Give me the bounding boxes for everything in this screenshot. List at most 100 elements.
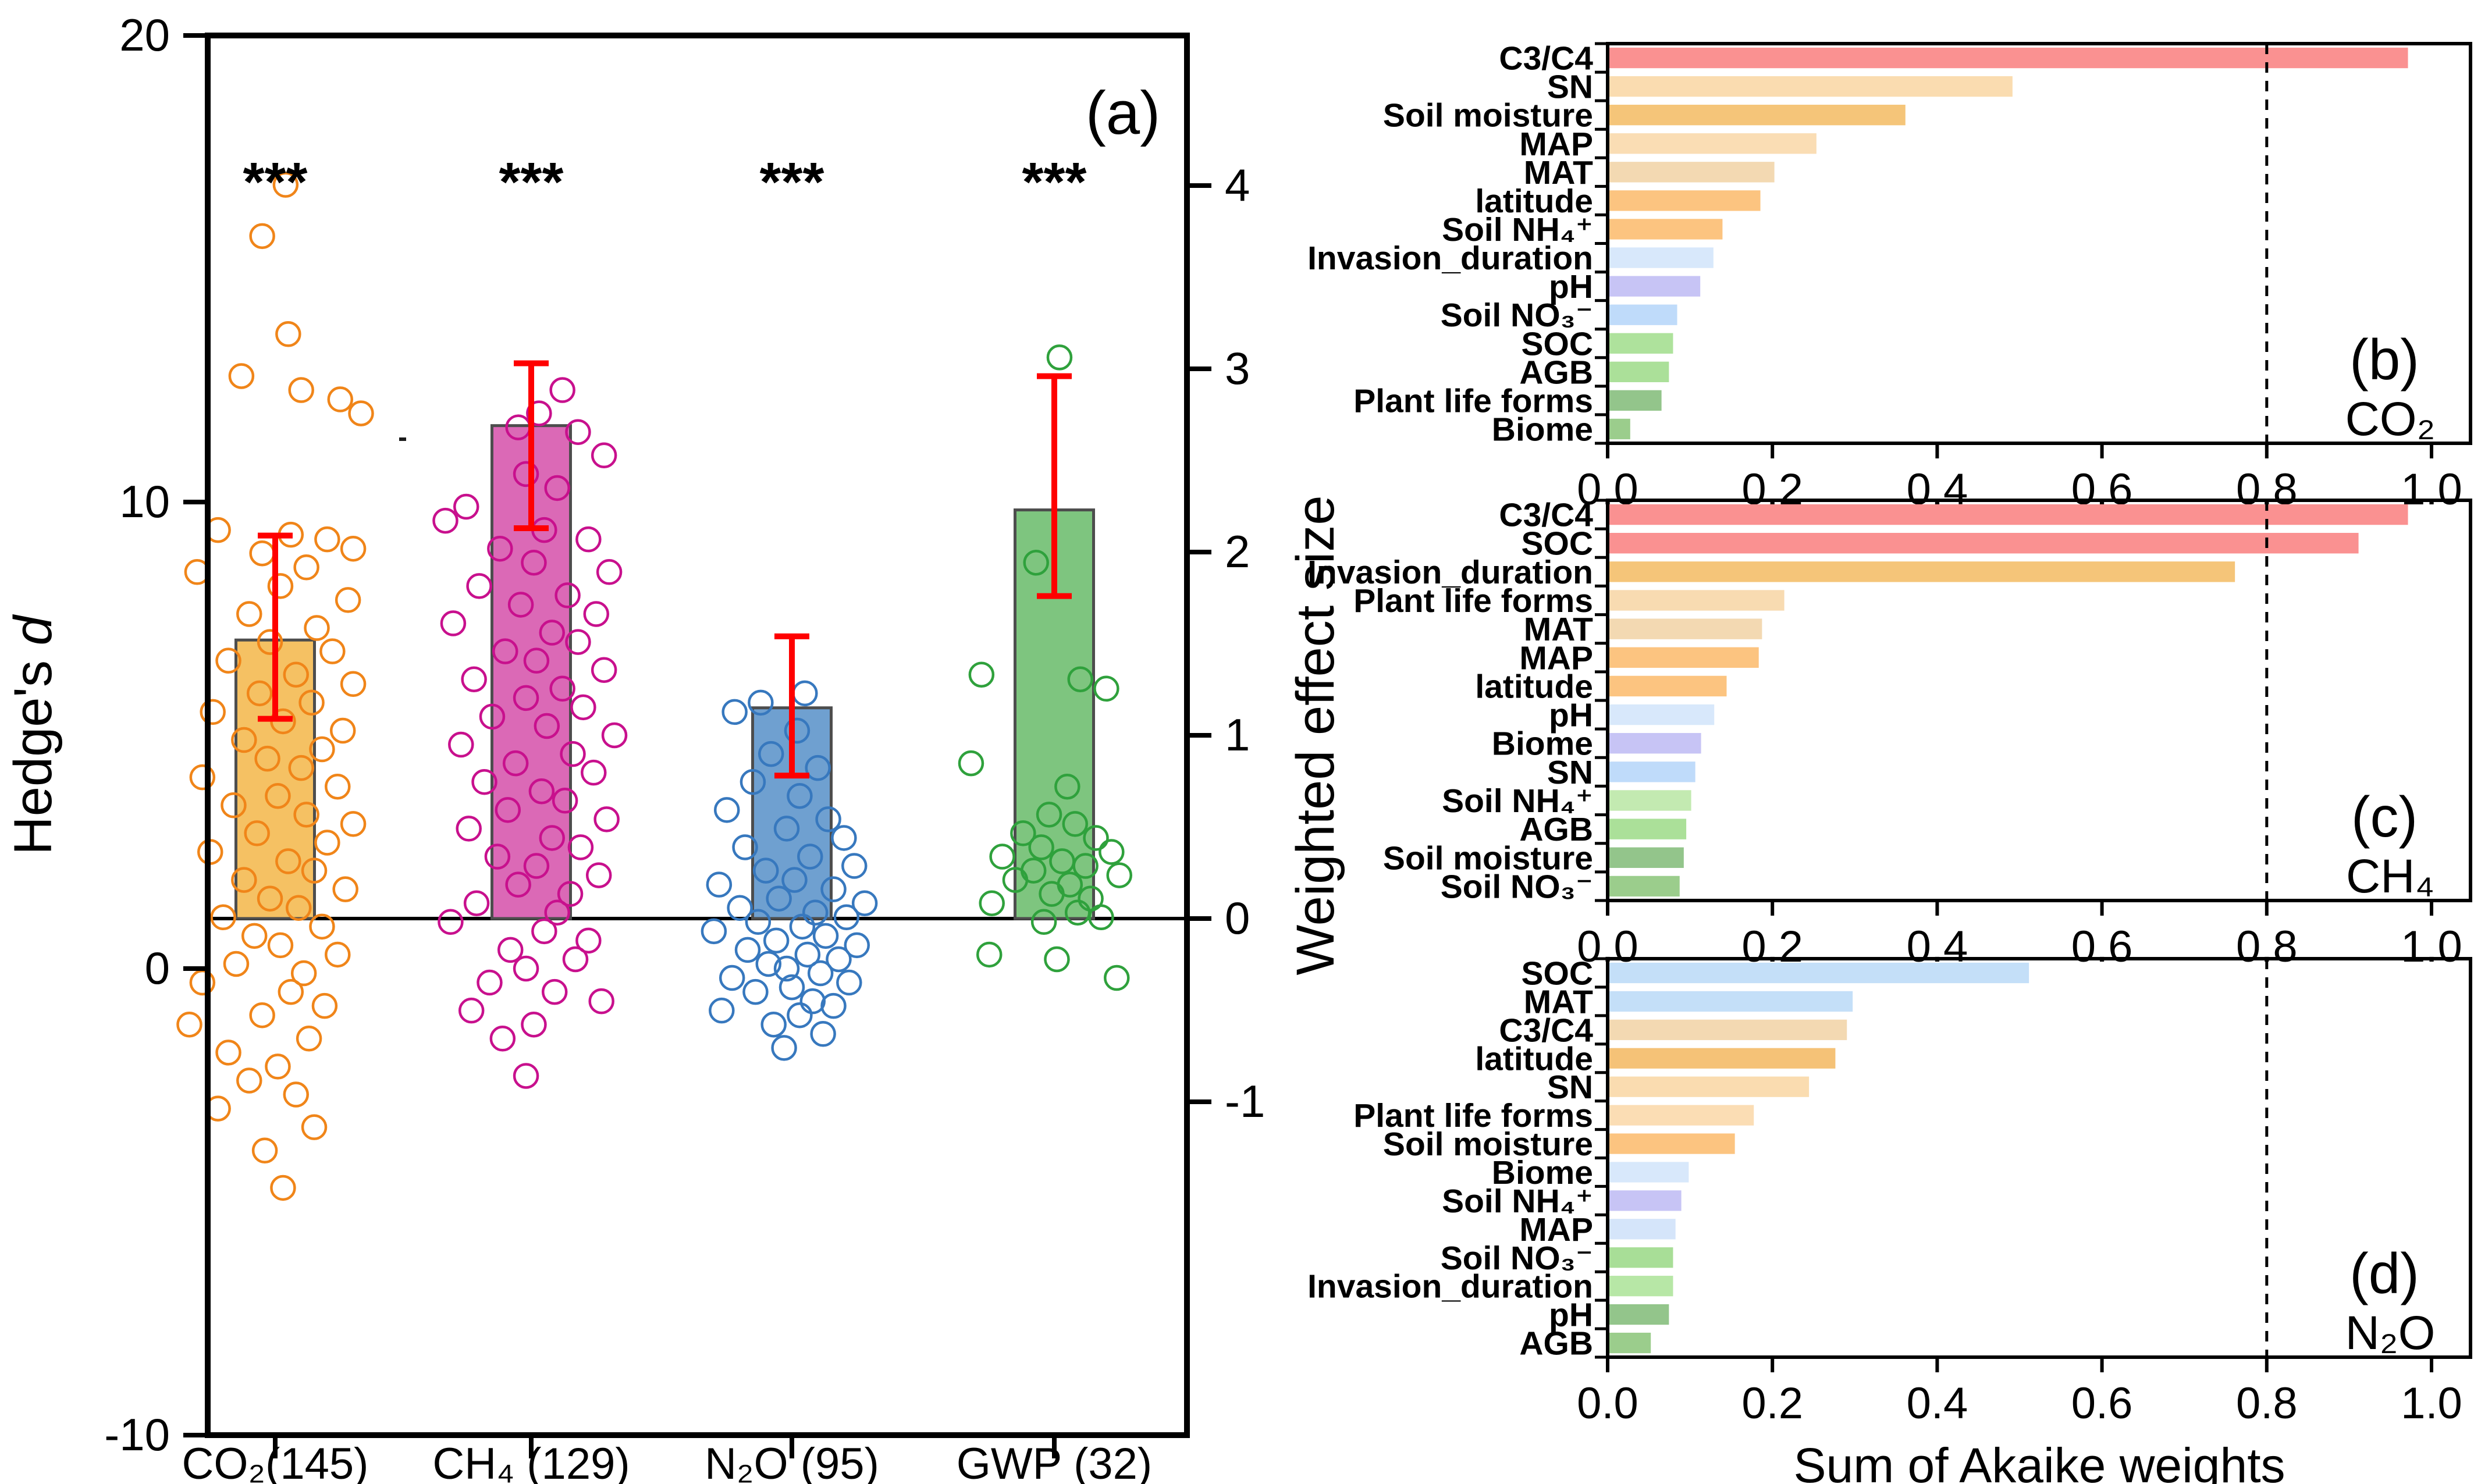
effect-size-point bbox=[241, 923, 268, 949]
effect-size-point bbox=[288, 377, 314, 403]
effect-size-point bbox=[758, 741, 784, 767]
predictor-label: AGB bbox=[1519, 1325, 1593, 1362]
effect-size-point bbox=[799, 988, 826, 1015]
effect-size-point bbox=[958, 750, 984, 777]
effect-size-point bbox=[278, 978, 304, 1005]
x-category-label: CH₄ (129) bbox=[432, 1439, 630, 1484]
effect-size-point bbox=[575, 927, 602, 954]
effect-size-point bbox=[787, 783, 813, 809]
effect-size-point bbox=[1039, 881, 1065, 907]
effect-size-point bbox=[1088, 904, 1114, 931]
effect-size-point bbox=[1093, 675, 1119, 702]
predictor-label: AGB bbox=[1519, 811, 1593, 848]
effect-size-point bbox=[585, 862, 612, 888]
effect-size-point bbox=[591, 657, 617, 683]
effect-size-point bbox=[348, 400, 374, 426]
effect-size-point bbox=[448, 731, 474, 758]
effect-size-point bbox=[820, 876, 847, 902]
significance-stars: *** bbox=[760, 151, 824, 213]
effect-size-point bbox=[565, 419, 591, 445]
effect-size-point bbox=[557, 881, 584, 907]
predictor-label: MAT bbox=[1524, 154, 1593, 191]
effect-size-point bbox=[539, 825, 566, 851]
effect-size-point bbox=[721, 699, 748, 725]
effect-size-point bbox=[841, 853, 868, 879]
effect-size-point bbox=[709, 997, 735, 1024]
effect-size-point bbox=[727, 895, 753, 921]
x-tick-label: 1.0 bbox=[2401, 922, 2462, 971]
effect-size-point bbox=[293, 554, 319, 581]
effect-size-point bbox=[257, 885, 283, 912]
effect-size-point bbox=[831, 825, 857, 851]
effect-size-point bbox=[189, 969, 216, 996]
predictor-label: MAP bbox=[1519, 126, 1593, 163]
effect-size-point bbox=[267, 573, 294, 599]
effect-size-point bbox=[549, 377, 575, 403]
effect-size-point bbox=[221, 792, 247, 818]
effect-size-point bbox=[562, 946, 589, 973]
akaike-bar bbox=[1609, 533, 2359, 554]
akaike-bar bbox=[1609, 1162, 1689, 1183]
effect-size-point bbox=[732, 834, 758, 860]
x-tick-label: 1.0 bbox=[2401, 465, 2462, 514]
predictor-label: SOC bbox=[1521, 325, 1593, 362]
effect-size-point bbox=[701, 918, 727, 945]
x-tick-label: 0.6 bbox=[2071, 922, 2133, 971]
effect-size-point bbox=[583, 601, 609, 627]
akaike-bar bbox=[1609, 162, 1775, 183]
effect-size-point bbox=[601, 722, 628, 749]
effect-size-point bbox=[826, 946, 852, 973]
y-right-tick-label: 1 bbox=[1225, 709, 1250, 760]
predictor-label: pH bbox=[1549, 268, 1593, 305]
effect-size-point bbox=[265, 783, 291, 809]
effect-size-point bbox=[1106, 862, 1132, 888]
effect-size-point bbox=[244, 820, 270, 846]
effect-size-point bbox=[301, 1114, 328, 1140]
predictor-label: Biome bbox=[1492, 1154, 1593, 1191]
x-category-label: GWP (32) bbox=[957, 1439, 1152, 1484]
effect-size-point bbox=[581, 759, 607, 786]
effect-size-point bbox=[249, 223, 275, 250]
effect-size-point bbox=[989, 844, 1015, 870]
effect-size-point bbox=[1067, 666, 1093, 693]
akaike-bar bbox=[1609, 647, 1759, 668]
akaike-bar bbox=[1609, 1247, 1673, 1268]
akaike-bar bbox=[1609, 561, 2235, 582]
effect-size-point bbox=[1028, 834, 1054, 860]
effect-size-point bbox=[309, 913, 335, 940]
panel-letter: (c) bbox=[2351, 785, 2418, 849]
akaike-bar bbox=[1609, 418, 1630, 440]
predictor-label: Plant life forms bbox=[1353, 1097, 1593, 1134]
akaike-bar bbox=[1609, 704, 1715, 725]
y-right-tick-label: 0 bbox=[1225, 892, 1250, 944]
y-axis-title-right: Weighted effect size bbox=[1286, 495, 1345, 975]
effect-size-point bbox=[706, 871, 733, 898]
predictor-label: latitude bbox=[1475, 668, 1593, 705]
y-axis-title-left: Hedge's d bbox=[3, 614, 63, 855]
effect-size-point bbox=[1044, 946, 1070, 973]
effect-size-point bbox=[283, 1081, 310, 1108]
panel-letter: (d) bbox=[2349, 1241, 2419, 1305]
effect-size-point bbox=[311, 992, 338, 1019]
effect-size-point bbox=[719, 965, 745, 991]
akaike-bar bbox=[1609, 1048, 1836, 1069]
effect-size-point bbox=[432, 507, 458, 534]
akaike-bar bbox=[1609, 1105, 1754, 1126]
effect-size-point bbox=[461, 666, 487, 693]
predictor-label: MAT bbox=[1524, 983, 1593, 1020]
effect-size-point bbox=[236, 1067, 262, 1094]
akaike-bar bbox=[1609, 1332, 1651, 1354]
effect-size-point bbox=[742, 978, 769, 1005]
effect-size-point bbox=[1010, 820, 1036, 846]
effect-size-point bbox=[290, 960, 317, 987]
effect-size-point bbox=[792, 680, 818, 707]
effect-size-point bbox=[794, 941, 821, 968]
significance-stars: *** bbox=[243, 151, 308, 213]
akaike-bar bbox=[1609, 847, 1684, 868]
y-left-tick-label: -10 bbox=[104, 1409, 170, 1460]
effect-size-point bbox=[335, 587, 361, 613]
